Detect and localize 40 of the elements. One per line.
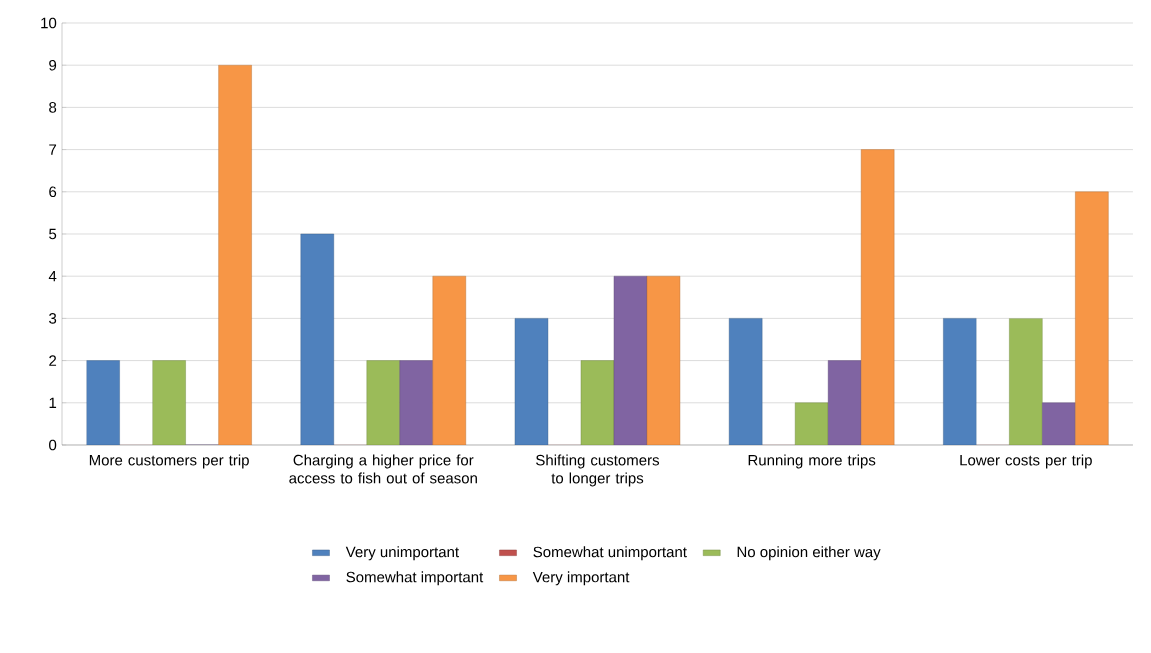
y-tick-label: 2 [49,355,57,366]
legend-label: Somewhat important [346,571,484,586]
bar [1075,191,1109,445]
bar [366,360,400,445]
bar [827,360,862,445]
legend-label: Very important [532,571,630,586]
x-tick-label: Charging a higher price for access to fish out of season [289,454,477,484]
bar [218,65,252,445]
bar [646,275,681,445]
bar [399,360,433,445]
y-tick-label: 5 [49,228,57,240]
bar [1009,318,1043,445]
y-tick-label: 6 [49,186,57,198]
y-tick-label: 10 [41,17,57,29]
y-tick-label: 3 [49,313,57,324]
legend-label: Somewhat unimportant [533,546,687,561]
bar [794,402,829,445]
y-tick-label: 1 [49,397,57,408]
x-tick-label: Shifting customers to longer trips [536,454,660,487]
legend-label: No opinion either way [737,546,881,561]
y-tick-label: 9 [49,59,57,71]
bar [613,275,648,445]
legend-label: Very unimportant [345,546,459,561]
bar [152,360,186,445]
bar [580,360,615,445]
bar [432,275,466,445]
y-tick-label: 0 [49,439,57,451]
x-tick-label: More customers per trip [89,454,249,469]
x-tick-label: Lower costs per trip [960,454,1092,469]
y-tick-label: 8 [49,102,57,113]
y-tick-label: 4 [48,271,57,282]
bar [1042,402,1076,445]
bar [86,360,120,445]
bar [300,233,334,445]
y-tick-label: 7 [49,144,57,155]
bar [728,318,763,445]
x-tick-label: Running more trips [748,454,876,469]
bar [860,149,895,445]
bar [514,318,549,445]
bar [943,318,977,445]
